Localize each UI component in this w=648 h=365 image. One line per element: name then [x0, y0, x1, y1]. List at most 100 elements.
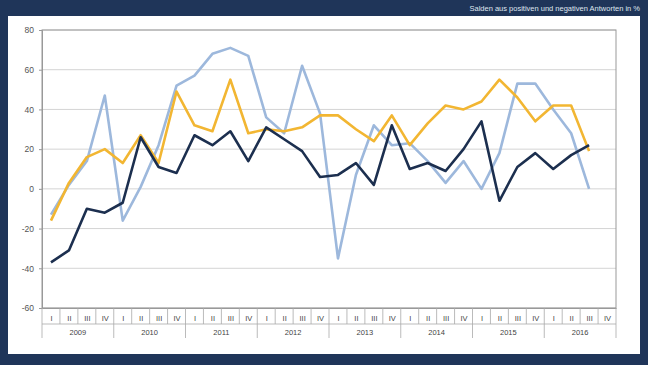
- x-axis: IIIIIIIVIIIIIIIVIIIIIIIVIIIIIIIVIIIIIIIV…: [43, 308, 617, 323]
- quarter-separator: [436, 308, 437, 324]
- series-line: [51, 48, 589, 258]
- year-separator: [42, 308, 43, 338]
- quarter-separator: [167, 308, 168, 324]
- x-tick-label: II: [498, 314, 502, 323]
- x-tick-label: IV: [389, 314, 396, 323]
- quarter-separator: [239, 308, 240, 324]
- x-group-labels: 20092010201120122013201420152016: [70, 328, 589, 337]
- x-tick: IV: [604, 308, 611, 323]
- quarter-separator: [131, 308, 132, 324]
- panel: [8, 16, 640, 354]
- x-tick: IV: [102, 308, 109, 323]
- x-tick: IV: [532, 308, 539, 323]
- y-tick: 0: [29, 184, 42, 194]
- x-tick-label: III: [586, 314, 592, 323]
- x-tick-label: IV: [102, 314, 109, 323]
- x-tick: I: [194, 308, 196, 323]
- quarter-separator: [293, 308, 294, 324]
- grid-line: [42, 109, 616, 110]
- quarter-separator: [382, 308, 383, 324]
- x-tick-label: III: [371, 314, 377, 323]
- year-separator: [544, 308, 545, 338]
- x-tick-label: IV: [173, 314, 180, 323]
- x-tick-label: I: [122, 314, 124, 323]
- quarter-separator: [490, 308, 491, 324]
- x-tick: I: [481, 308, 483, 323]
- x-tick-label: III: [228, 314, 234, 323]
- series-line: [51, 80, 589, 221]
- quarter-separator: [346, 308, 347, 324]
- y-tick-label: 20: [25, 144, 35, 154]
- x-tick-label: I: [266, 314, 268, 323]
- plot-frame: [42, 30, 616, 308]
- x-tick: II: [283, 308, 287, 323]
- year-label: 2012: [285, 328, 302, 337]
- x-tick: II: [426, 308, 430, 323]
- quarter-separator: [95, 308, 96, 324]
- quarter-separator: [598, 308, 599, 324]
- quarter-separator: [203, 308, 204, 324]
- x-tick: I: [266, 308, 268, 323]
- year-separator: [113, 308, 114, 338]
- x-tick-label: IV: [460, 314, 467, 323]
- grid: [42, 30, 616, 308]
- x-tick-label: II: [283, 314, 287, 323]
- x-tick: III: [515, 308, 521, 323]
- x-tick: II: [570, 308, 574, 323]
- quarter-separator: [59, 308, 60, 324]
- x-tick-label: III: [156, 314, 162, 323]
- grid-line: [42, 69, 616, 70]
- x-tick: III: [156, 308, 162, 323]
- year-separator: [472, 308, 473, 338]
- x-tick-label: II: [139, 314, 143, 323]
- x-tick-label: I: [194, 314, 196, 323]
- x-separators: [42, 308, 616, 338]
- chart: Salden aus positiven und negativen Antwo…: [0, 0, 648, 365]
- grid-line: [42, 268, 616, 269]
- y-tick: -40: [22, 264, 42, 274]
- x-tick: II: [211, 308, 215, 323]
- x-tick-label: I: [481, 314, 483, 323]
- y-tick: 20: [25, 144, 42, 154]
- x-tick-label: IV: [317, 314, 324, 323]
- x-tick: III: [443, 308, 449, 323]
- x-tick: II: [498, 308, 502, 323]
- quarter-separator: [580, 308, 581, 324]
- y-tick-label: 0: [29, 184, 34, 194]
- x-tick: IV: [389, 308, 396, 323]
- x-tick-label: III: [443, 314, 449, 323]
- x-tick: I: [50, 308, 52, 323]
- x-tick: IV: [245, 308, 252, 323]
- x-axis-line: [43, 308, 617, 309]
- y-tick: 60: [25, 65, 42, 75]
- year-separator: [185, 308, 186, 338]
- year-separator: [616, 308, 617, 338]
- x-tick: IV: [173, 308, 180, 323]
- x-tick: II: [139, 308, 143, 323]
- year-separator: [400, 308, 401, 338]
- x-tick: IV: [460, 308, 467, 323]
- series-line: [51, 121, 589, 262]
- y-axis: -60-40-20020406080: [22, 25, 43, 313]
- year-label: 2016: [572, 328, 589, 337]
- row-separator: [42, 324, 616, 325]
- year-label: 2009: [70, 328, 87, 337]
- quarter-separator: [562, 308, 563, 324]
- grid-line: [42, 149, 616, 150]
- quarter-separator: [454, 308, 455, 324]
- year-label: 2013: [357, 328, 374, 337]
- y-tick-label: -40: [22, 264, 35, 274]
- x-tick: I: [337, 308, 339, 323]
- x-tick-label: II: [570, 314, 574, 323]
- year-label: 2010: [141, 328, 158, 337]
- x-tick: II: [354, 308, 358, 323]
- x-tick-label: I: [409, 314, 411, 323]
- quarter-separator: [364, 308, 365, 324]
- y-tick-label: 60: [25, 65, 35, 75]
- x-tick: I: [553, 308, 555, 323]
- x-tick-label: IV: [604, 314, 611, 323]
- quarter-separator: [77, 308, 78, 324]
- x-tick-label: III: [84, 314, 90, 323]
- x-tick: III: [299, 308, 305, 323]
- quarter-separator: [508, 308, 509, 324]
